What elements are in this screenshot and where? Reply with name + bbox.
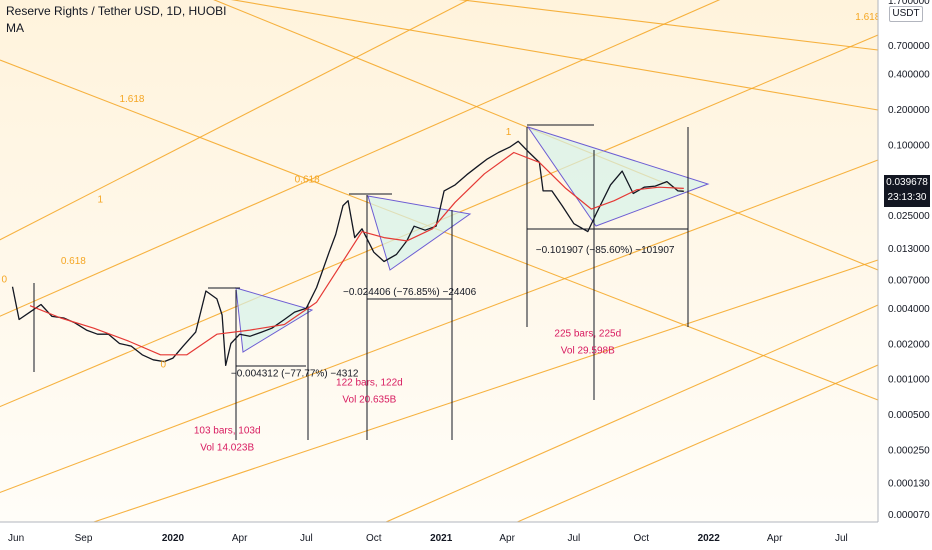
y-tick-label: 1.700000 <box>888 0 930 7</box>
ma-line <box>29 151 684 356</box>
price-change-label: −0.004312 (−77.77%) −4312 <box>231 368 359 379</box>
price-axis-panel <box>878 0 932 550</box>
y-tick-label: 0.000250 <box>888 445 930 456</box>
x-tick-label: Oct <box>366 533 382 544</box>
y-tick-label: 0.000130 <box>888 479 930 490</box>
x-tick-label: 2021 <box>430 533 453 544</box>
y-tick-label: 0.400000 <box>888 70 930 81</box>
last-price: 0.039678 <box>886 177 928 188</box>
y-tick-label: 0.013000 <box>888 244 930 255</box>
y-tick-label: 0.025000 <box>888 211 930 222</box>
x-tick-label: Apr <box>499 533 515 544</box>
indicator-label[interactable]: MA <box>6 21 24 35</box>
bar-countdown: 23:13:30 <box>887 192 927 203</box>
y-tick-label: 0.200000 <box>888 105 930 116</box>
x-tick-label: Sep <box>75 533 93 544</box>
y-tick-label: 0.001000 <box>888 375 930 386</box>
fib-channel-line <box>0 0 470 241</box>
x-tick-label: Apr <box>767 533 783 544</box>
fib-channel-line <box>230 0 879 111</box>
x-tick-label: Oct <box>633 533 649 544</box>
x-tick-label: 2022 <box>698 533 721 544</box>
y-tick-label: 0.000070 <box>888 510 930 521</box>
volume-label: Vol 29.598B <box>561 345 615 356</box>
price-line <box>11 140 684 367</box>
bar-range-label: 225 bars, 225d <box>554 328 621 339</box>
fib-channel-line <box>0 159 879 494</box>
fib-level-label: 1 <box>97 194 103 205</box>
fib-level-label: 1.618 <box>119 94 144 105</box>
fib-channel-line <box>458 0 879 51</box>
bar-range-label: 122 bars, 122d <box>336 377 403 388</box>
y-tick-label: 0.002000 <box>888 339 930 350</box>
fib-level-label: 0.618 <box>295 175 320 186</box>
fib-level-label: 1.618 <box>855 12 880 23</box>
x-tick-label: Jun <box>8 533 24 544</box>
y-tick-label: 0.100000 <box>888 140 930 151</box>
volume-label: Vol 14.023B <box>200 443 254 454</box>
price-change-label: −0.024406 (−76.85%) −24406 <box>343 287 477 298</box>
x-tick-label: 2020 <box>162 533 185 544</box>
y-tick-label: 0.007000 <box>888 276 930 287</box>
y-tick-label: 0.000500 <box>888 410 930 421</box>
fib-level-label: 1 <box>506 127 512 138</box>
x-tick-label: Jul <box>567 533 580 544</box>
fib-level-label: 0 <box>161 359 167 370</box>
fib-channel-line <box>8 259 879 550</box>
volume-label: Vol 20.635B <box>342 394 396 405</box>
y-tick-label: 0.700000 <box>888 41 930 52</box>
time-axis-panel <box>0 522 932 550</box>
x-tick-label: Jul <box>300 533 313 544</box>
fib-level-label: 0.618 <box>61 256 86 267</box>
bar-range-label: 103 bars, 103d <box>194 426 261 437</box>
currency-unit-label[interactable]: USDT <box>889 6 923 22</box>
chart-title: Reserve Rights / Tether USD, 1D, HUOBI <box>6 4 227 18</box>
last-price-badge: 0.039678 23:13:30 <box>884 175 930 207</box>
y-tick-label: 0.004000 <box>888 304 930 315</box>
fib-channel-line <box>321 304 879 550</box>
x-tick-label: Jul <box>835 533 848 544</box>
x-tick-label: Apr <box>232 533 248 544</box>
price-change-label: −0.101907 (−85.60%) −101907 <box>536 245 675 256</box>
triangle-pattern <box>235 287 314 353</box>
fib-channel-line <box>0 0 721 317</box>
plot-background <box>0 0 878 522</box>
fib-level-label: 0 <box>1 275 7 286</box>
